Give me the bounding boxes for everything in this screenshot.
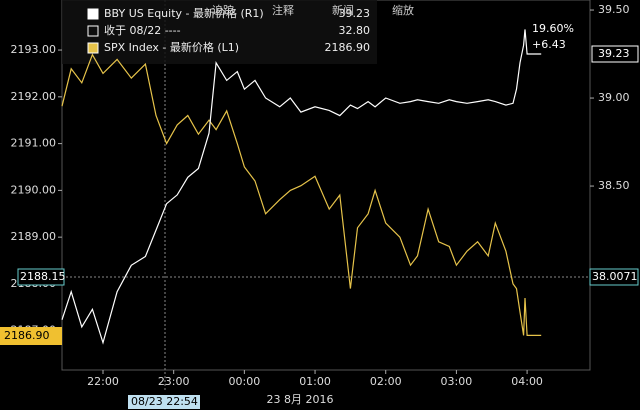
legend-value: 32.80 [339,24,371,37]
series-line [61,53,542,336]
tag: 2186.90 [4,329,50,342]
x-tick-label: 23:00 [158,375,190,388]
tag-bg [0,327,62,345]
y-tick-label: 2191.00 [11,137,57,150]
legend-label: BBY US Equity - 最新价格 (R1) [104,6,264,20]
toolbar-button[interactable]: 注释 [272,3,294,17]
y-tick-label: 2193.00 [11,43,57,56]
date-label: 23 8月 2016 [267,393,334,406]
legend-label: 收于 08/22 ---- [104,23,181,37]
annotation: 19.60% [532,22,574,35]
legend-swatch [87,42,99,54]
legend-box [62,0,377,64]
legend-swatch [87,25,99,37]
tag-bg [17,268,65,286]
tag: 39.23 [598,47,630,60]
x-tick-label: 02:00 [370,375,402,388]
x-tick-label: 01:00 [299,375,331,388]
y2-tick-label: 39.00 [598,91,630,104]
legend-value: 2186.90 [325,41,371,54]
annotation: +6.43 [532,38,566,51]
tag-bg [589,268,639,286]
tag: 08/23 22:54 [131,395,198,408]
x-tick-label: 03:00 [441,375,473,388]
x-tick-label: 00:00 [229,375,261,388]
series-line [61,29,542,345]
y-tick-label: 2189.00 [11,230,57,243]
y2-tick-label: 39.50 [598,3,630,16]
y-tick-label: 2192.00 [11,90,57,103]
toolbar-button[interactable]: 缩放 [392,3,414,17]
y-tick-label: 2190.00 [11,183,57,196]
tag: 2188.15 [20,270,66,283]
y2-tick-label: 38.50 [598,179,630,192]
legend-label: SPX Index - 最新价格 (L1) [104,40,239,54]
legend-swatch [87,8,99,20]
toolbar-button[interactable]: 追踪 [212,3,234,17]
tag-bg [591,45,639,63]
tag: 38.0071 [592,270,638,283]
x-tick-label: 04:00 [511,375,543,388]
tag-bg [128,395,200,409]
legend-value: 39.23 [339,7,371,20]
toolbar-button[interactable]: 新闻 [332,3,354,17]
x-tick-label: 22:00 [87,375,119,388]
